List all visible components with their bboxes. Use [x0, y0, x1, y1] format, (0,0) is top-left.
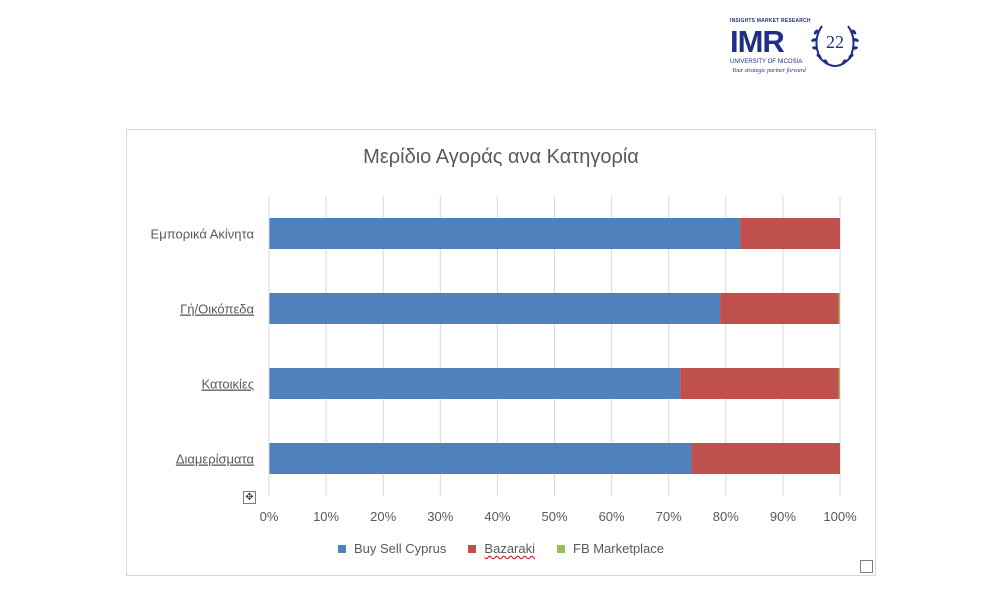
bar-segment[interactable] — [269, 293, 721, 324]
legend-swatch — [557, 544, 565, 553]
logo-tagline: Your strategic partner forward — [732, 68, 806, 74]
bar-segment[interactable] — [691, 443, 840, 474]
category-label: Γή/Οικόπεδα — [180, 302, 254, 317]
bar-segment[interactable] — [838, 293, 840, 324]
legend-label: Buy Sell Cyprus — [353, 541, 447, 556]
x-tick-label: 60% — [599, 509, 625, 524]
legend-label: Bazaraki — [484, 541, 535, 556]
chart-container[interactable]: Μερίδιο Αγοράς ανα Κατηγορία 0% 10% 20% 30%… — [126, 129, 876, 576]
bar-segment[interactable] — [269, 368, 681, 399]
legend-swatch — [468, 544, 477, 553]
x-tick-label: 30% — [427, 509, 453, 524]
legend-item: Buy Sell Cyprus — [337, 541, 447, 556]
stacked-bar-chart: 0% 10% 20% 30% 40% 50% 60% 70% 80% 90% 100% Εμπορικ… — [151, 196, 857, 524]
move-handle-icon[interactable]: ✥ — [243, 491, 256, 504]
logo-brand: IMR — [730, 24, 785, 59]
x-tick-label: 40% — [484, 509, 510, 524]
category-label: Διαμερίσματα — [176, 452, 255, 467]
legend-swatch — [337, 544, 346, 553]
logo-top-text: INSIGHTS MARKET RESEARCH — [730, 18, 811, 24]
x-tick-label: 100% — [823, 509, 857, 524]
bar-segment[interactable] — [269, 218, 741, 249]
category-label: Κατοικίες — [201, 377, 254, 392]
imr-logo: INSIGHTS MARKET RESEARCH IMR UNIVERSITY … — [730, 18, 870, 80]
chart-legend: Buy Sell Cyprus Bazaraki FB Marketplace — [127, 541, 875, 556]
bar-segment[interactable] — [740, 218, 840, 249]
chart-title: Μερίδιο Αγοράς ανα Κατηγορία — [363, 146, 639, 168]
legend-item: FB Marketplace — [557, 541, 664, 556]
laurel-seal-icon: 22 — [811, 25, 859, 67]
x-tick-label: 90% — [770, 509, 796, 524]
x-tick-label: 70% — [656, 509, 682, 524]
x-tick-label: 80% — [713, 509, 739, 524]
bar-segment[interactable] — [838, 368, 840, 399]
legend-label: FB Marketplace — [573, 541, 665, 556]
category-label: Εμπορικά Ακίνητα — [151, 227, 255, 242]
bar-segment[interactable] — [269, 443, 692, 474]
x-tick-label: 20% — [370, 509, 396, 524]
logo-university: UNIVERSITY OF NICOSIA — [730, 59, 803, 65]
logo-seal-number: 22 — [826, 32, 844, 52]
x-tick-label: 10% — [313, 509, 339, 524]
x-tick-label: 0% — [260, 509, 279, 524]
resize-handle[interactable] — [860, 560, 873, 573]
bar-segment[interactable] — [720, 293, 839, 324]
bar-segment[interactable] — [680, 368, 839, 399]
legend-item: Bazaraki — [468, 541, 535, 556]
x-tick-label: 50% — [541, 509, 567, 524]
